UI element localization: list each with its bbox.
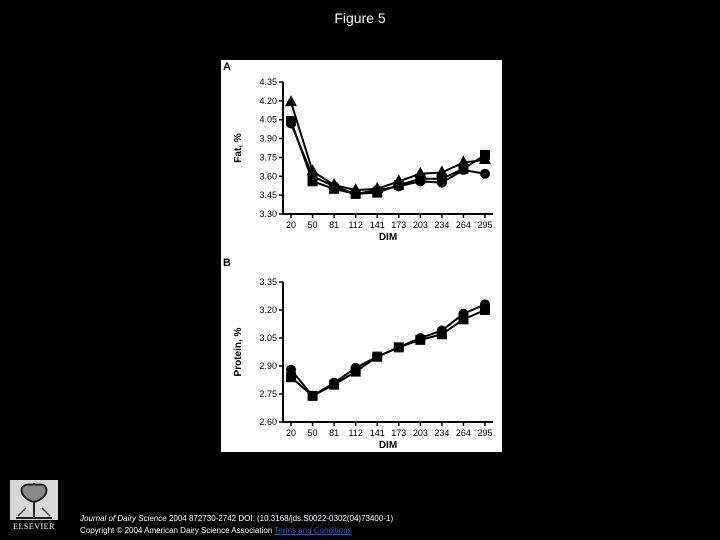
y-tick-label: 2.90 [259, 361, 277, 371]
journal-name: Journal of Dairy Science [80, 514, 167, 523]
x-tick-label: 20 [286, 220, 296, 230]
data-point-circle [307, 390, 318, 401]
x-tick-label: 295 [477, 428, 492, 438]
x-tick-label: 295 [477, 220, 492, 230]
series-line-circle [290, 303, 486, 398]
x-tick-label: 50 [308, 220, 318, 230]
x-axis-title: DIM [379, 232, 397, 243]
x-tick-label: 141 [370, 428, 385, 438]
y-tick-label: 3.35 [259, 277, 277, 287]
terms-link[interactable]: Terms and Conditions [274, 526, 352, 535]
elsevier-logo: ELSEVIER [8, 478, 60, 534]
data-point-circle [458, 308, 469, 319]
data-point-circle [480, 168, 490, 179]
x-tick-label: 50 [308, 428, 318, 438]
x-tick-label: 81 [329, 220, 339, 230]
y-tick-label: 4.35 [259, 77, 277, 87]
data-point-square [480, 149, 490, 160]
data-point-triangle [435, 165, 448, 177]
y-tick-label: 3.45 [259, 190, 277, 200]
data-point-circle [480, 299, 490, 310]
data-point-square [480, 305, 490, 315]
x-tick-label: 173 [391, 220, 406, 230]
data-point-circle [436, 177, 447, 188]
y-tick-label: 3.30 [259, 209, 277, 219]
data-point-circle [436, 325, 447, 336]
y-tick-label: 3.05 [259, 333, 277, 343]
x-tick-label: 20 [286, 428, 296, 438]
x-tick-label: 112 [348, 428, 362, 438]
x-tick-label: 112 [348, 220, 362, 230]
data-point-circle [307, 171, 318, 182]
figure-chart: A 4.35 4.20 4.05 3.90 3.75 3.60 3.45 3.30 20 50 81 1… [223, 61, 493, 451]
x-tick-label: 264 [456, 220, 471, 230]
x-tick-label: 203 [413, 428, 428, 438]
data-point-circle [372, 185, 383, 196]
series-line-square [290, 120, 486, 195]
series-line-circle [290, 123, 486, 195]
y-tick-label: 3.20 [259, 305, 277, 315]
data-point-circle [286, 364, 296, 375]
data-point-square [286, 372, 296, 383]
data-point-circle [286, 118, 296, 129]
x-tick-label: 234 [434, 220, 449, 230]
y-tick-label: 4.20 [259, 96, 277, 106]
panel-label: A [223, 61, 231, 73]
x-tick-label: 203 [413, 220, 428, 230]
footer-citation: Journal of Dairy Science 2004 872730-274… [80, 513, 393, 537]
x-axis-title: DIM [379, 440, 397, 451]
x-tick-label: 173 [391, 428, 406, 438]
x-tick-label: 234 [434, 428, 449, 438]
data-point-square [307, 176, 318, 187]
x-tick-label: 81 [329, 428, 339, 438]
figure-panel: A 4.35 4.20 4.05 3.90 3.75 3.60 3.45 3.30 20 50 81 1… [221, 60, 502, 452]
data-point-triangle [457, 155, 470, 167]
copyright-text: Copyright © 2004 American Dairy Science … [80, 526, 275, 535]
data-point-triangle [285, 95, 297, 107]
y-axis-title: Fat, % [233, 133, 244, 163]
logo-text: ELSEVIER [13, 522, 55, 531]
data-point-circle [350, 362, 361, 373]
slide-title: Figure 5 [334, 10, 386, 26]
x-tick-label: 264 [456, 428, 471, 438]
y-axis-title: Protein, % [233, 327, 244, 376]
data-point-circle [393, 342, 404, 353]
data-point-circle [329, 377, 340, 388]
series-line-triangle [290, 101, 486, 192]
y-tick-label: 3.90 [259, 134, 277, 144]
data-point-circle [329, 181, 340, 192]
y-tick-label: 3.75 [259, 152, 277, 162]
y-tick-label: 2.75 [259, 389, 277, 399]
citation-line: Journal of Dairy Science 2004 872730-274… [80, 513, 393, 525]
data-point-circle [393, 181, 404, 192]
data-point-circle [415, 176, 426, 187]
panel-label: B [223, 257, 231, 269]
y-tick-label: 2.60 [259, 417, 277, 427]
data-point-circle [415, 333, 426, 343]
tree-logo-icon [10, 480, 58, 520]
data-point-circle [372, 351, 383, 362]
y-tick-label: 3.60 [259, 171, 277, 181]
citation-text: 2004 872730-2742 DOI: (10.3168/jds.S0022… [166, 514, 394, 523]
x-tick-label: 141 [370, 220, 385, 230]
copyright-line: Copyright © 2004 American Dairy Science … [80, 525, 393, 537]
data-point-circle [458, 165, 469, 175]
data-point-square [458, 314, 469, 325]
data-point-circle [350, 188, 361, 199]
y-tick-label: 4.05 [259, 115, 277, 125]
